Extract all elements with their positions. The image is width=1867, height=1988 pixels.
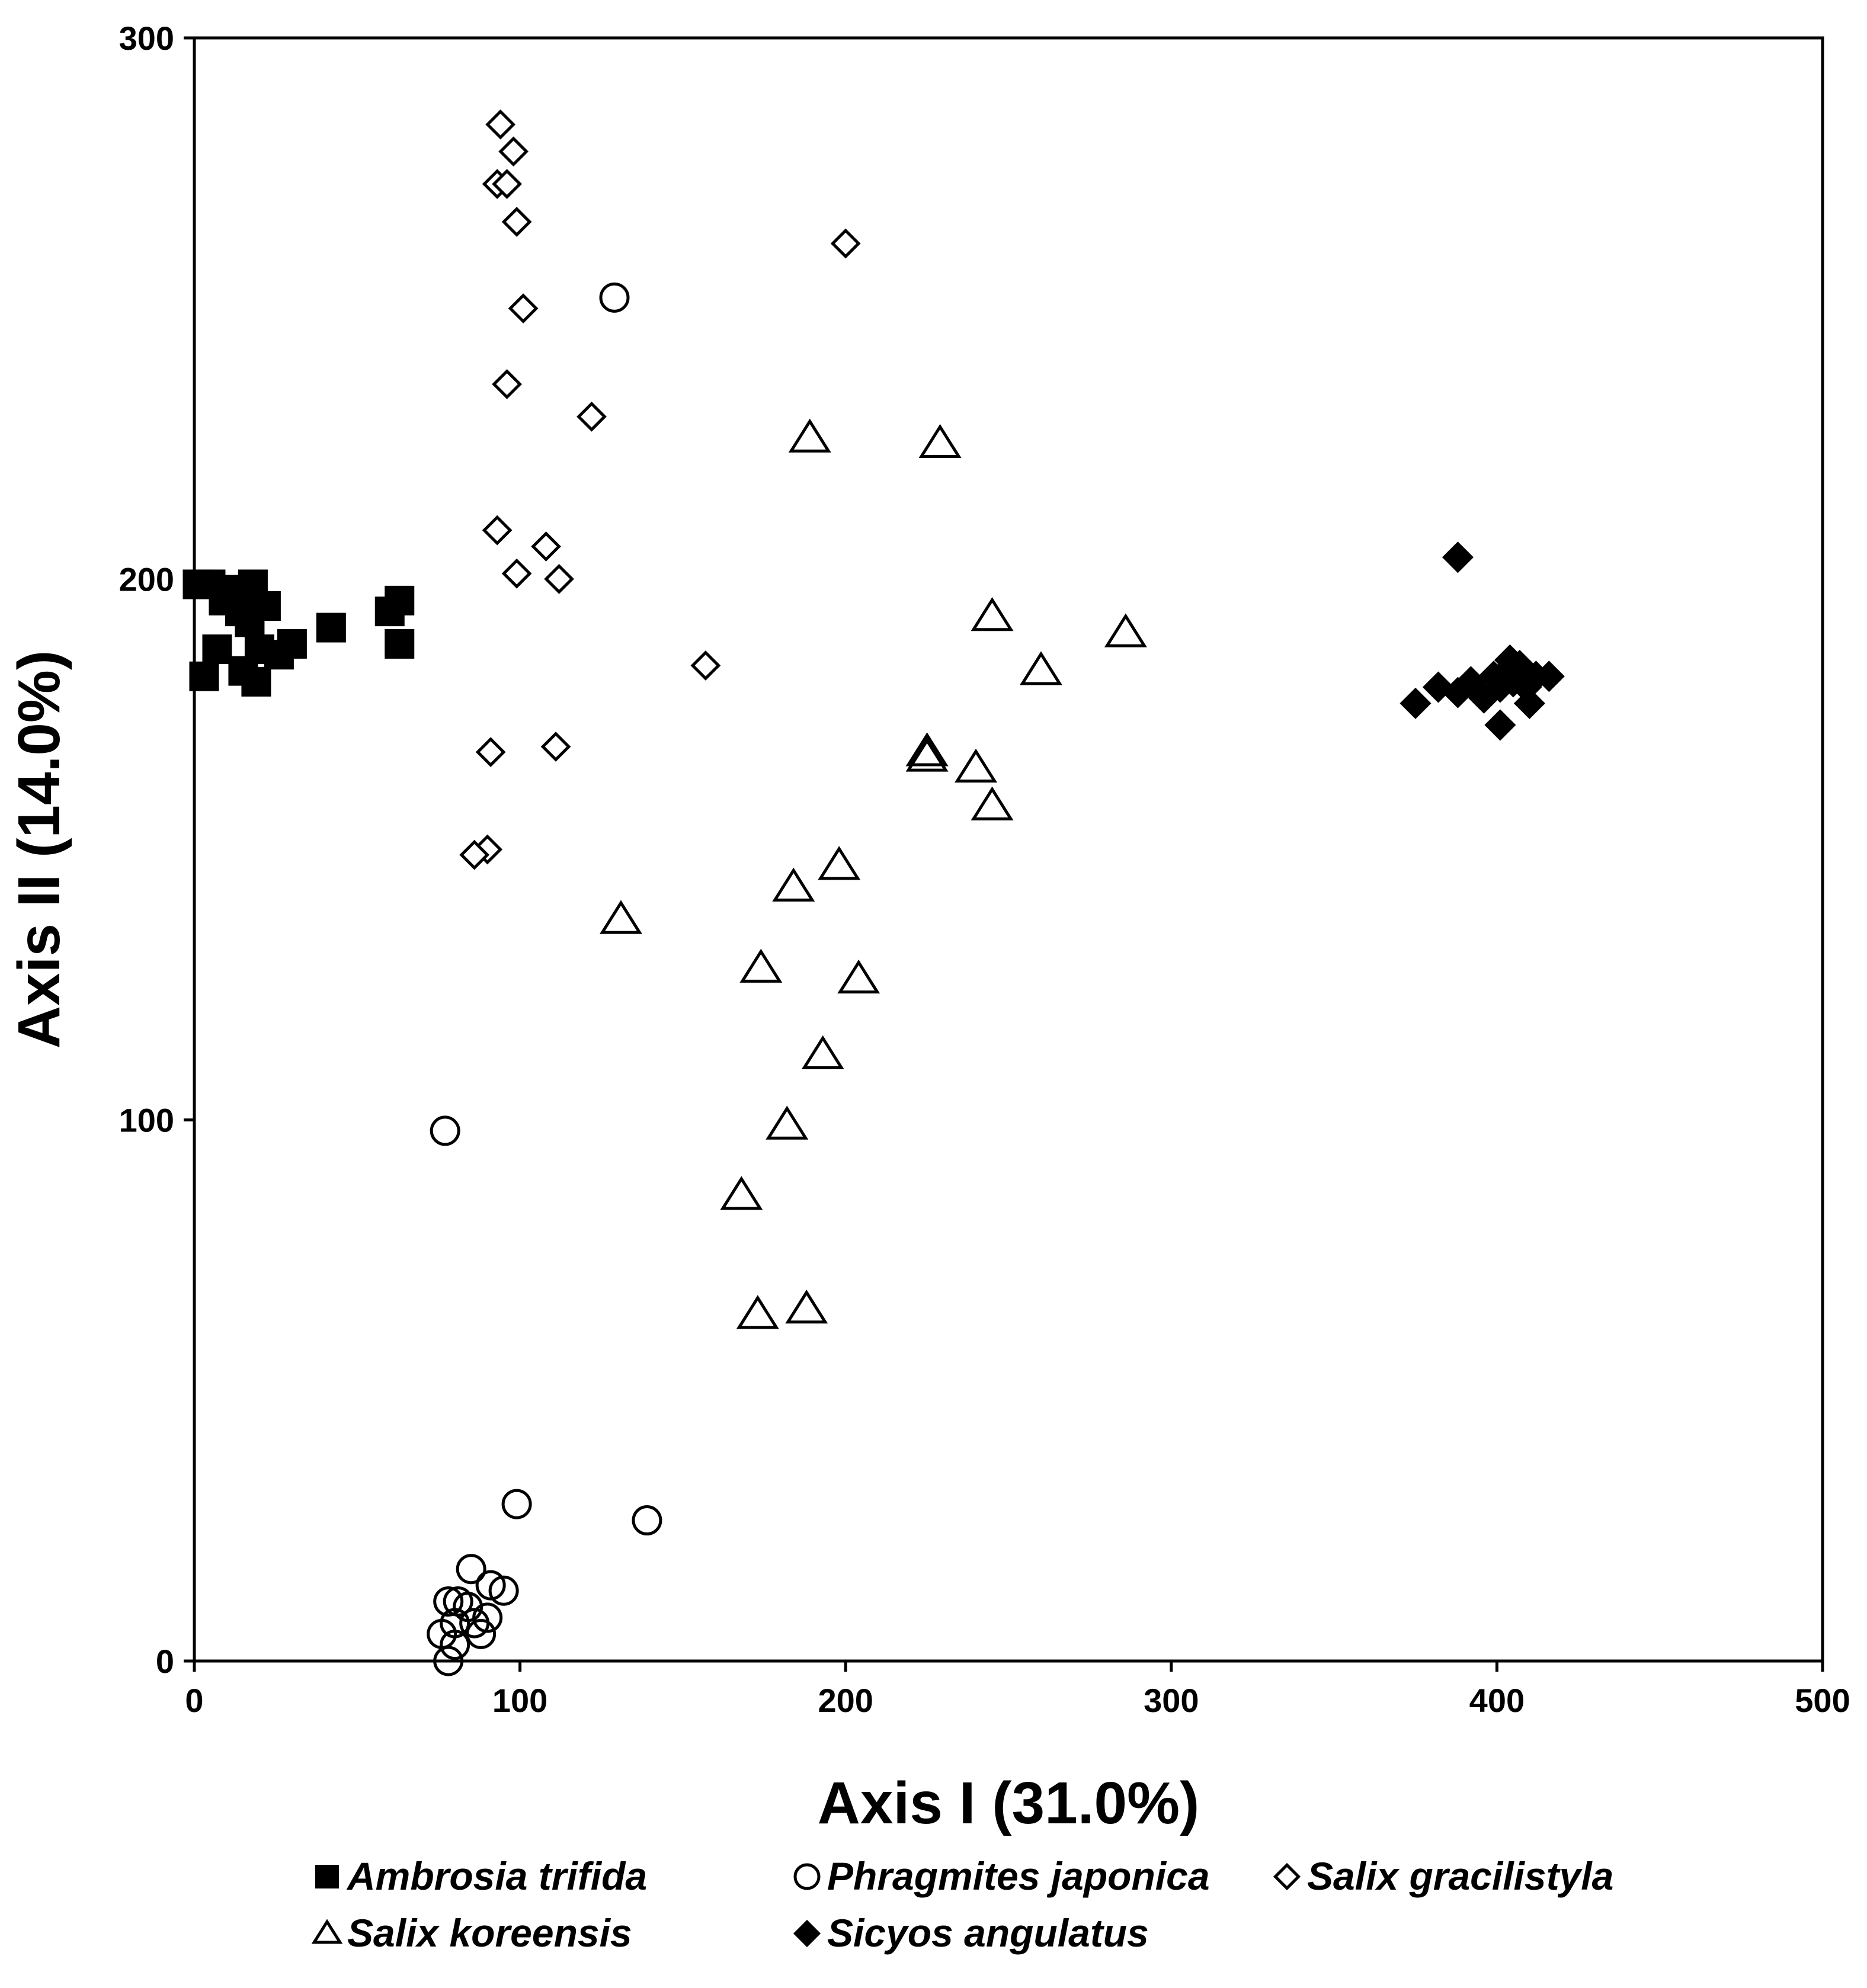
x-tick-label: 400 — [1469, 1682, 1525, 1719]
x-tick-label: 500 — [1795, 1682, 1850, 1719]
legend-label-phragmites-japonica: Phragmites japonica — [827, 1854, 1210, 1898]
x-tick-label: 300 — [1144, 1682, 1199, 1719]
legend-item-salix-gracilistyla: Salix gracilistyla — [1275, 1854, 1613, 1898]
point-ambrosia-trifida — [277, 629, 307, 659]
x-tick-label: 200 — [818, 1682, 873, 1719]
legend-symbol-ambrosia-trifida — [315, 1865, 339, 1888]
legend-item-sicyos-angulatus: Sicyos angulatus — [795, 1911, 1148, 1955]
legend-label-salix-koreensis: Salix koreensis — [347, 1911, 632, 1955]
scatter-chart: 0 100 200 300 400 500 0 100 200 300 Axis I (31.0%… — [0, 0, 1867, 1988]
y-axis-title: Axis II (14.0%) — [6, 650, 72, 1049]
y-tick-label: 300 — [119, 20, 174, 57]
legend-item-salix-koreensis: Salix koreensis — [314, 1911, 632, 1955]
y-tick-label: 200 — [119, 560, 174, 598]
point-ambrosia-trifida — [251, 591, 281, 621]
y-tick-label: 0 — [156, 1643, 174, 1680]
x-tick-label: 100 — [492, 1682, 547, 1719]
point-ambrosia-trifida — [189, 662, 219, 691]
legend-label-salix-gracilistyla: Salix gracilistyla — [1307, 1854, 1613, 1898]
point-ambrosia-trifida — [385, 586, 414, 615]
legend-item-phragmites-japonica: Phragmites japonica — [795, 1854, 1210, 1898]
legend-label-sicyos-angulatus: Sicyos angulatus — [827, 1911, 1149, 1955]
x-tick-label: 0 — [185, 1682, 203, 1719]
point-ambrosia-trifida — [385, 629, 414, 659]
legend-label-ambrosia-trifida: Ambrosia trifida — [346, 1854, 647, 1898]
point-ambrosia-trifida — [241, 667, 271, 697]
point-ambrosia-trifida — [316, 613, 346, 643]
y-tick-label: 100 — [119, 1102, 174, 1139]
legend-item-ambrosia-trifida: Ambrosia trifida — [315, 1854, 647, 1898]
x-axis-title: Axis I (31.0%) — [818, 1770, 1200, 1836]
point-ambrosia-trifida — [202, 634, 232, 664]
